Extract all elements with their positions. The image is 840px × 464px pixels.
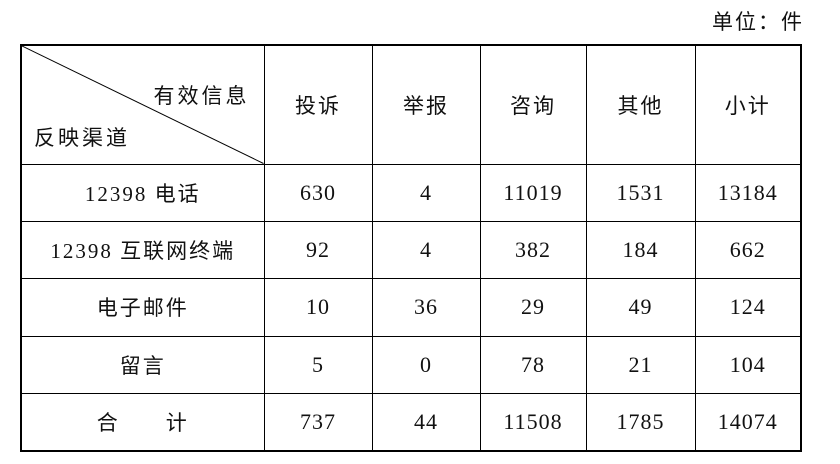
- cell-value: 630: [263, 163, 373, 222]
- corner-label-channel: 反映渠道: [34, 125, 130, 150]
- cell-value: 0: [371, 335, 481, 395]
- cell-value: 11019: [479, 163, 587, 222]
- table-row: 合 计 737 44 11508 1785 14074: [20, 393, 802, 452]
- cell-value: 1531: [585, 163, 696, 222]
- cell-value: 44: [371, 393, 481, 452]
- cell-value: 382: [479, 220, 587, 280]
- column-header-report: 举报: [371, 44, 481, 165]
- column-header-subtotal: 小计: [694, 44, 802, 165]
- cell-value: 92: [263, 220, 373, 280]
- column-header-complaint: 投诉: [263, 44, 373, 165]
- cell-value: 78: [479, 335, 587, 395]
- cell-value: 10: [263, 278, 373, 337]
- corner-label-valid-info: 有效信息: [153, 84, 250, 108]
- row-label: 12398 电话: [20, 163, 265, 222]
- cell-value: 13184: [694, 163, 802, 222]
- cell-value: 184: [585, 220, 696, 280]
- corner-cell: 有效信息 反映渠道: [20, 44, 265, 165]
- cell-value: 124: [694, 278, 802, 337]
- column-header-consult: 咨询: [479, 44, 587, 165]
- row-label: 合 计: [20, 393, 265, 452]
- cell-value: 662: [694, 220, 802, 280]
- data-table: 有效信息 反映渠道 投诉 举报 咨询 其他 小计 12398 电话 630 4 110…: [20, 44, 802, 452]
- cell-value: 11508: [479, 393, 587, 452]
- cell-value: 1785: [585, 393, 696, 452]
- unit-label: 单位：件: [712, 10, 804, 34]
- cell-value: 29: [479, 278, 587, 337]
- cell-value: 21: [585, 335, 696, 395]
- cell-value: 4: [371, 163, 481, 222]
- table-row: 12398 互联网终端 92 4 382 184 662: [20, 220, 802, 280]
- cell-value: 104: [694, 335, 802, 395]
- table-row: 留言 5 0 78 21 104: [20, 335, 802, 395]
- cell-value: 49: [585, 278, 696, 337]
- diagonal-line-icon: [22, 46, 264, 164]
- header-row: 有效信息 反映渠道 投诉 举报 咨询 其他 小计: [20, 44, 802, 165]
- row-label: 12398 互联网终端: [20, 220, 265, 280]
- cell-value: 5: [263, 335, 373, 395]
- table-row: 12398 电话 630 4 11019 1531 13184: [20, 163, 802, 222]
- row-label: 留言: [20, 335, 265, 395]
- column-header-other: 其他: [585, 44, 696, 165]
- table-body: 12398 电话 630 4 11019 1531 13184 12398 互联网终端 92 4…: [20, 163, 802, 452]
- cell-value: 737: [263, 393, 373, 452]
- table-row: 电子邮件 10 36 29 49 124: [20, 278, 802, 337]
- cell-value: 36: [371, 278, 481, 337]
- cell-value: 4: [371, 220, 481, 280]
- row-label: 电子邮件: [20, 278, 265, 337]
- cell-value: 14074: [694, 393, 802, 452]
